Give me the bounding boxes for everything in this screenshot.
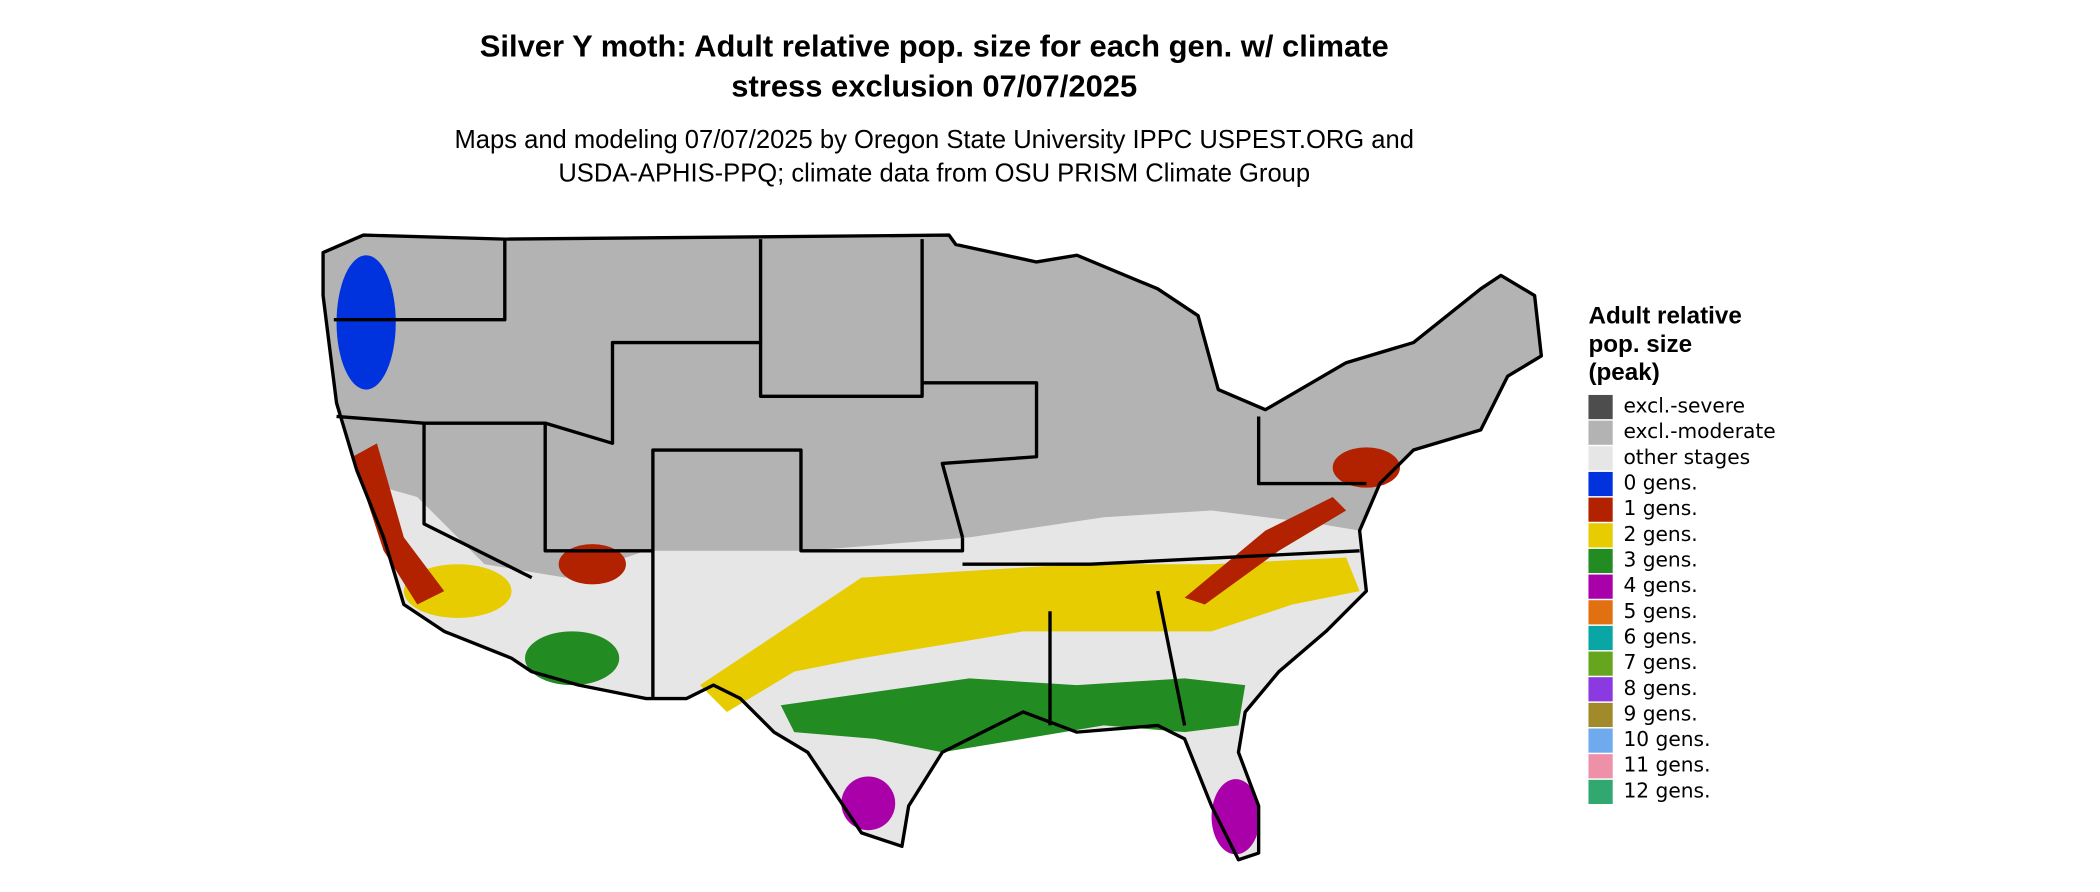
legend-swatch — [1588, 754, 1613, 779]
legend-label: 8 gens. — [1623, 676, 1697, 700]
legend-swatch — [1588, 779, 1613, 805]
legend-swatch — [1588, 702, 1613, 728]
legend-title: pop. size — [1588, 331, 1692, 358]
state-borders — [321, 233, 1544, 862]
title-line: Silver Y moth: Adult relative pop. size … — [480, 28, 1389, 63]
legend-swatch — [1588, 677, 1613, 702]
legend-label: 5 gens. — [1623, 599, 1697, 623]
legend-label: 6 gens. — [1623, 624, 1697, 648]
map-region — [525, 631, 620, 686]
map-region — [352, 443, 445, 605]
us-map — [321, 233, 1544, 862]
legend-label: 4 gens. — [1623, 573, 1697, 597]
legend-title: (peak) — [1588, 359, 1659, 386]
legend-label: 10 gens. — [1623, 727, 1710, 751]
legend-swatch — [1588, 394, 1613, 420]
title-line: stress exclusion 07/07/2025 — [731, 69, 1137, 104]
map-region — [1211, 779, 1260, 855]
legend-swatch — [1588, 497, 1613, 522]
legend-label: 1 gens. — [1623, 496, 1697, 520]
map-region — [841, 776, 896, 831]
legend-swatch — [1588, 625, 1613, 651]
subtitle-line: Maps and modeling 07/07/2025 by Oregon S… — [454, 126, 1414, 154]
legend-swatch — [1588, 548, 1613, 574]
legend-label: 3 gens. — [1623, 548, 1697, 572]
legend-swatch — [1588, 728, 1613, 753]
map-region — [1184, 497, 1347, 605]
legend-swatch — [1588, 420, 1613, 445]
legend-swatch — [1588, 600, 1613, 625]
legend: Adult relative pop. size (peak) excl.-se… — [1588, 303, 1776, 805]
legend-title: Adult relative — [1588, 303, 1741, 330]
legend-label: 2 gens. — [1623, 522, 1697, 546]
legend-label: excl.-severe — [1623, 394, 1745, 418]
legend-label: other stages — [1623, 445, 1750, 469]
legend-label: 11 gens. — [1623, 753, 1710, 777]
legend-label: 9 gens. — [1623, 701, 1697, 725]
subtitle-line: USDA-APHIS-PPQ; climate data from OSU PR… — [558, 159, 1310, 187]
map-region — [336, 255, 396, 390]
legend-label: 12 gens. — [1623, 778, 1710, 802]
legend-swatch — [1588, 574, 1613, 599]
map-region — [1332, 447, 1400, 488]
legend-swatch — [1588, 651, 1613, 676]
legend-label: excl.-moderate — [1623, 419, 1775, 443]
map-region — [558, 544, 626, 585]
legend-label: 7 gens. — [1623, 650, 1697, 674]
legend-swatch — [1588, 471, 1613, 497]
legend-swatch — [1588, 523, 1613, 548]
legend-swatch — [1588, 446, 1613, 471]
legend-label: 0 gens. — [1623, 471, 1697, 495]
